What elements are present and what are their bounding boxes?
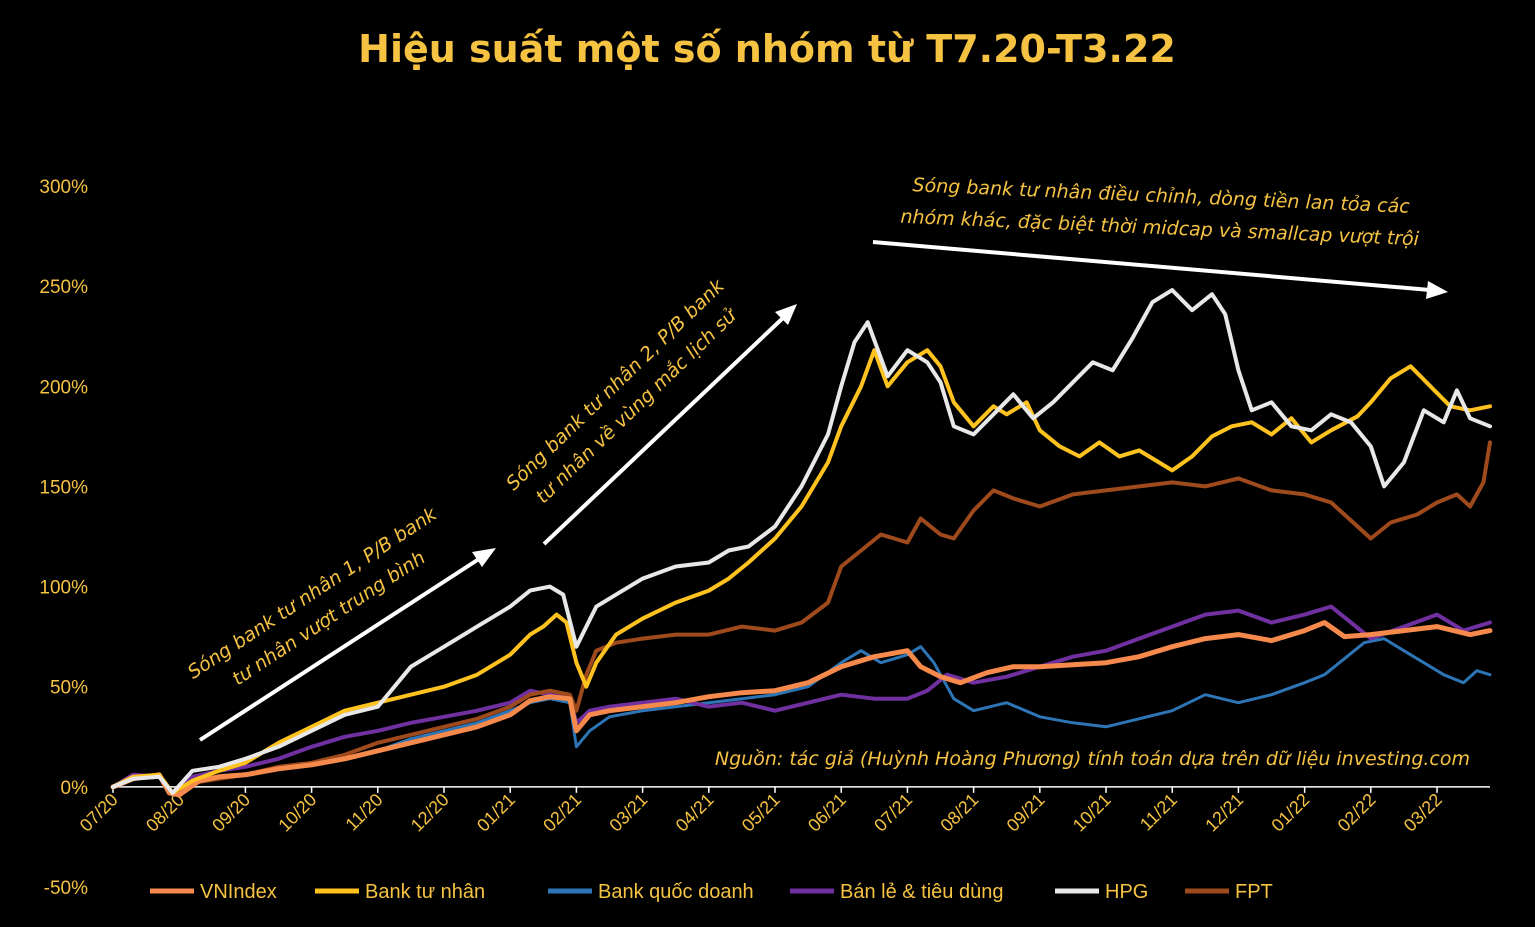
- chart-title: Hiệu suất một số nhóm từ T7.20-T3.22: [358, 27, 1176, 71]
- x-tick-label: 03/21: [605, 790, 651, 836]
- series-lines: [110, 288, 1493, 798]
- series-line-3: [111, 604, 1492, 795]
- x-tick-label: 04/21: [672, 790, 718, 836]
- x-tick-label: 02/22: [1334, 790, 1380, 836]
- annotation-wave-2-line-2: tư nhân về vùng mắc lịch sử: [531, 303, 742, 508]
- x-tick-label: 11/21: [1136, 790, 1181, 835]
- annotation-wave-1-line-1: Sóng bank tư nhân 1, P/B bank: [184, 503, 442, 684]
- annotation-arrow-1-head: [472, 548, 496, 567]
- y-tick-label: 100%: [39, 578, 88, 599]
- legend-label: VNIndex: [200, 881, 277, 903]
- x-tick-label: 09/21: [1003, 790, 1049, 836]
- annotation-arrow-3: [872, 240, 1431, 292]
- annotation-wave-2-line-1: Sóng bank tư nhân 2, P/B bank: [502, 274, 729, 495]
- x-tick-label: 11/20: [342, 790, 387, 835]
- x-tick-label: 01/21: [473, 790, 519, 836]
- y-axis-ticks: 300% 250% 200% 150% 100% 50% 0% -50%: [39, 177, 88, 899]
- y-tick-label: 0%: [61, 778, 89, 799]
- legend-label: HPG: [1105, 881, 1148, 903]
- series-line-0: [110, 620, 1493, 798]
- x-tick-label: 05/21: [738, 790, 784, 836]
- x-tick-label: 02/21: [539, 790, 585, 836]
- y-tick-label: 150%: [39, 477, 88, 498]
- annotation-arrow-3-head: [1426, 281, 1448, 299]
- x-axis-ticks: 07/20 08/20 09/20 10/20 11/20 12/20 01/21 02/21…: [76, 786, 1446, 836]
- x-tick-label: 03/22: [1400, 790, 1446, 836]
- annotation-arrow-1: [198, 555, 484, 742]
- x-tick-label: 12/21: [1201, 790, 1247, 836]
- y-tick-label: 300%: [39, 177, 88, 198]
- x-tick-label: 12/20: [407, 790, 453, 836]
- legend: VNIndex Bank tư nhân Bank quốc doanh Bán lẻ…: [150, 881, 1273, 903]
- legend-label: Bán lẻ & tiêu dùng: [840, 881, 1003, 903]
- annotation-arrow-2: [542, 315, 786, 546]
- source-note: Nguồn: tác giả (Huỳnh Hoàng Phương) tính…: [715, 748, 1470, 770]
- legend-label: Bank quốc doanh: [598, 881, 754, 903]
- x-tick-label: 06/21: [804, 790, 850, 836]
- annotation-wave-3: Sóng bank tư nhân điều chỉnh, dòng tiền …: [900, 174, 1420, 250]
- y-tick-label: 50%: [50, 678, 88, 699]
- x-tick-label: 07/21: [870, 790, 916, 836]
- series-line-4: [111, 288, 1492, 795]
- x-tick-label: 10/20: [274, 790, 320, 836]
- annotation-wave-2: Sóng bank tư nhân 2, P/B bank tư nhân về…: [502, 274, 742, 508]
- x-tick-label: 08/21: [936, 790, 982, 836]
- legend-label: FPT: [1235, 881, 1273, 903]
- y-tick-label: -50%: [44, 878, 88, 899]
- y-tick-label: 250%: [39, 277, 88, 298]
- annotation-wave-1: Sóng bank tư nhân 1, P/B bank tư nhân vư…: [184, 503, 442, 691]
- series-line-5: [111, 440, 1492, 795]
- y-tick-label: 200%: [39, 377, 88, 398]
- annotation-arrow-2-head: [775, 304, 797, 325]
- legend-label: Bank tư nhân: [365, 881, 485, 903]
- x-tick-label: 09/20: [208, 790, 254, 836]
- x-tick-label: 10/21: [1069, 790, 1115, 836]
- series-line-1: [111, 348, 1492, 795]
- x-tick-label: 01/22: [1267, 790, 1313, 836]
